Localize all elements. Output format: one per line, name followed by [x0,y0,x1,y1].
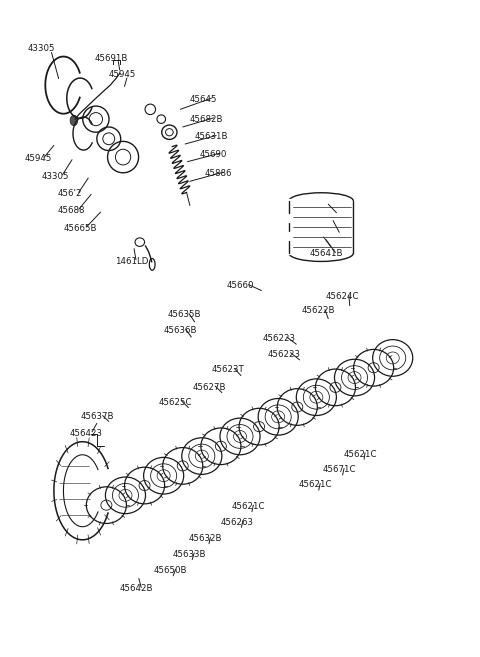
Text: 45621C: 45621C [231,502,265,511]
Text: 456263: 456263 [221,518,254,527]
Text: 45665B: 45665B [63,224,97,233]
Text: 45691B: 45691B [95,54,128,63]
Text: 45690: 45690 [199,150,227,159]
Text: 45623T: 45623T [211,365,244,374]
Text: 45635B: 45635B [168,310,201,319]
Text: 45636B: 45636B [164,326,197,335]
Text: 45627B: 45627B [192,383,226,392]
Text: 45621C: 45621C [298,480,332,489]
Text: 45621C: 45621C [344,449,378,459]
Text: 1461LD: 1461LD [115,257,148,265]
Text: 43305: 43305 [42,171,70,181]
Text: 45660: 45660 [227,281,254,290]
Text: 45945: 45945 [24,154,52,163]
Text: 45682B: 45682B [190,115,223,124]
Text: 43305: 43305 [28,44,55,53]
Circle shape [70,115,78,125]
Text: 45632B: 45632B [189,534,222,543]
Text: 45671C: 45671C [322,465,356,474]
Text: 45641B: 45641B [309,250,343,258]
Text: 45624C: 45624C [326,292,360,301]
Text: 456223: 456223 [263,334,296,343]
Text: 45642B: 45642B [120,584,153,593]
Text: 45633B: 45633B [172,550,206,558]
Text: 45645: 45645 [190,95,217,104]
Text: 45688: 45688 [58,206,85,215]
Text: 45637B: 45637B [80,413,114,421]
Text: 45650B: 45650B [153,566,187,575]
Text: 45631B: 45631B [195,132,228,141]
Text: 456423: 456423 [69,428,102,438]
Text: 456'2: 456'2 [58,189,82,198]
Text: 456223: 456223 [268,350,300,359]
Text: 45886: 45886 [204,169,232,178]
Text: 45625C: 45625C [159,398,192,407]
Text: 45622B: 45622B [301,306,335,315]
Text: 45945: 45945 [109,70,136,79]
